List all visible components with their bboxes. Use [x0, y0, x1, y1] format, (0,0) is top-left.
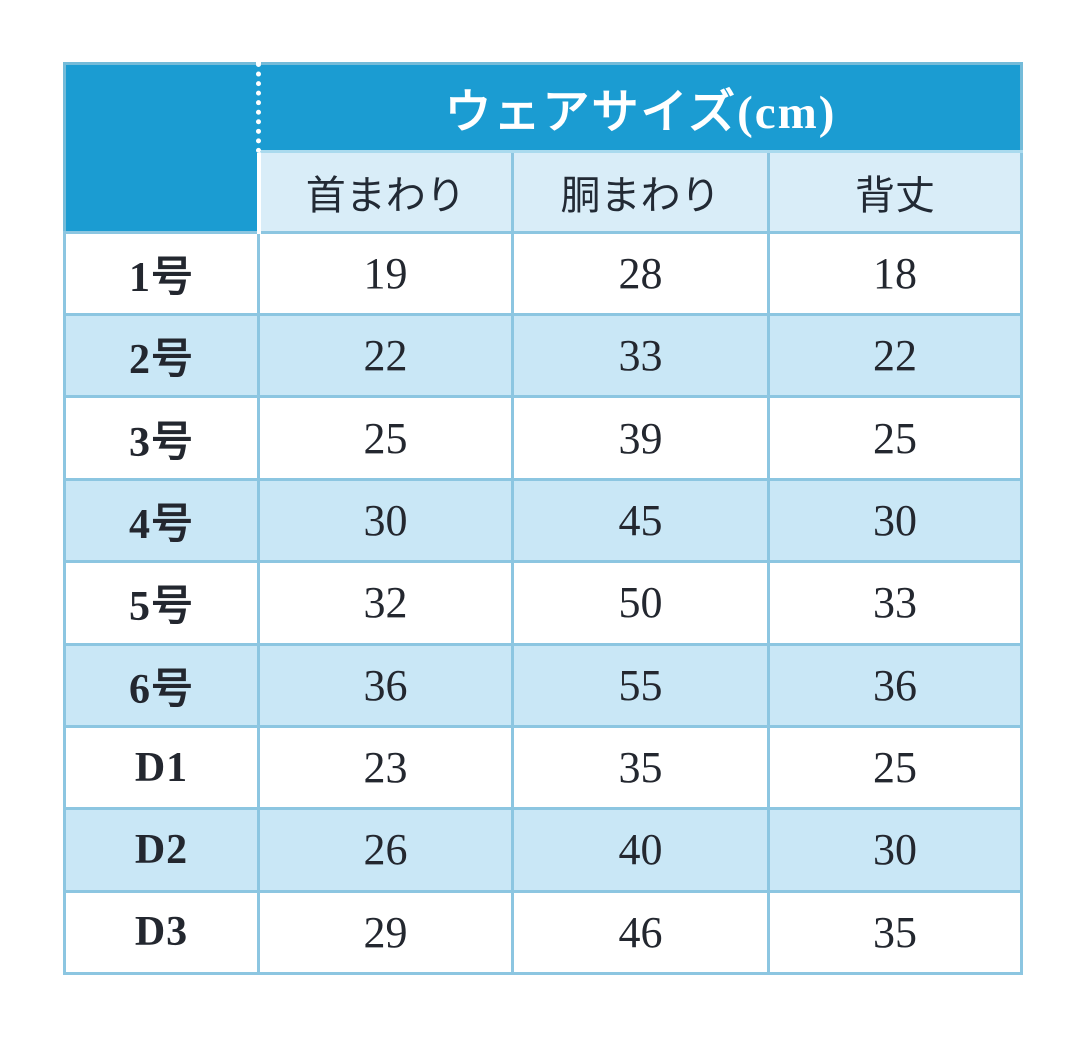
row-label: 2号	[63, 313, 260, 399]
cell-value: 29	[257, 889, 514, 976]
cell-value: 36	[767, 642, 1023, 728]
column-header-back: 背丈	[767, 150, 1023, 234]
cell-value: 30	[257, 477, 514, 564]
cell-value: 25	[767, 724, 1023, 811]
table-row: D3 29 46 35	[63, 889, 1023, 976]
row-label: 3号	[63, 395, 260, 481]
row-label: 1号	[63, 230, 260, 317]
table-row: 5号 32 50 33	[63, 560, 1023, 646]
column-header-girth: 胴まわり	[511, 150, 770, 234]
cell-value: 36	[257, 642, 514, 728]
row-label: D2	[63, 807, 260, 893]
cell-value: 45	[511, 477, 770, 564]
cell-value: 35	[511, 724, 770, 811]
cell-value: 39	[511, 395, 770, 481]
corner-cell	[64, 63, 261, 234]
cell-value: 46	[511, 889, 770, 976]
table-row: 4号 30 45 30	[63, 477, 1023, 564]
cell-value: 30	[767, 477, 1023, 564]
row-label: 4号	[63, 477, 260, 564]
cell-value: 35	[767, 889, 1023, 976]
table-row: D1 23 35 25	[63, 724, 1023, 811]
row-label: D3	[63, 889, 260, 976]
cell-value: 32	[257, 560, 514, 646]
cell-value: 19	[257, 230, 514, 317]
cell-value: 23	[257, 724, 514, 811]
row-label: 6号	[63, 642, 260, 728]
cell-value: 25	[767, 395, 1023, 481]
table-header-row: 首まわり 胴まわり 背丈	[65, 150, 1023, 234]
cell-value: 25	[257, 395, 514, 481]
table-row: 2号 22 33 22	[63, 313, 1023, 399]
cell-value: 40	[511, 807, 770, 893]
cell-value: 50	[511, 560, 770, 646]
cell-value: 18	[767, 230, 1023, 317]
cell-value: 33	[767, 560, 1023, 646]
table-title-row: ウェアサイズ(cm)	[64, 63, 1022, 234]
cell-value: 28	[511, 230, 770, 317]
cell-value: 33	[511, 313, 770, 399]
table-row: 1号 19 28 18	[63, 230, 1023, 317]
cell-value: 22	[257, 313, 514, 399]
column-header-neck: 首まわり	[257, 150, 514, 234]
row-label: D1	[63, 724, 260, 811]
wear-size-table: ウェアサイズ(cm) 首まわり 胴まわり 背丈 1号 19 28 18 2号 2…	[63, 62, 1023, 976]
row-label: 5号	[63, 560, 260, 646]
cell-value: 26	[257, 807, 514, 893]
table-row: 6号 36 55 36	[63, 642, 1023, 728]
table-title: ウェアサイズ(cm)	[256, 63, 1022, 154]
table-row: 3号 25 39 25	[63, 395, 1023, 481]
cell-value: 55	[511, 642, 770, 728]
cell-value: 22	[767, 313, 1023, 399]
cell-value: 30	[767, 807, 1023, 893]
table-row: D2 26 40 30	[63, 807, 1023, 893]
